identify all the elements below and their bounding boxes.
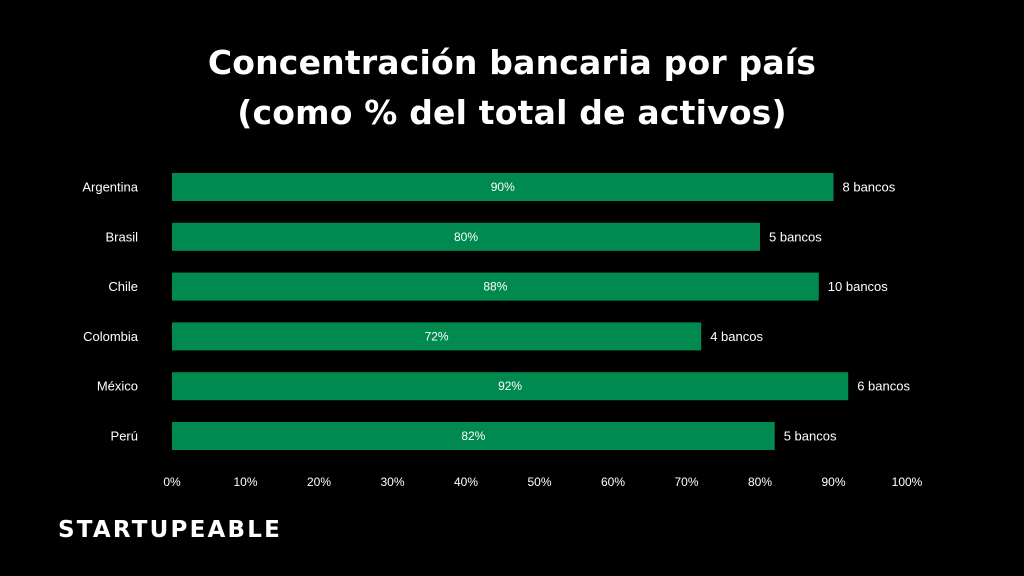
category-label: Colombia bbox=[83, 329, 139, 344]
value-label: 88% bbox=[483, 280, 507, 294]
x-tick-label: 70% bbox=[674, 475, 698, 489]
x-tick-label: 50% bbox=[527, 475, 551, 489]
chart-title-line-2: (como % del total de activos) bbox=[237, 93, 787, 132]
category-label: México bbox=[97, 379, 138, 394]
bar bbox=[172, 422, 775, 450]
x-tick-label: 10% bbox=[233, 475, 257, 489]
x-tick-label: 100% bbox=[892, 475, 923, 489]
annotation-label: 4 bancos bbox=[710, 329, 763, 344]
value-label: 90% bbox=[491, 180, 515, 194]
annotation-label: 6 bancos bbox=[857, 379, 910, 394]
x-tick-label: 40% bbox=[454, 475, 478, 489]
category-label: Brasil bbox=[105, 229, 138, 244]
x-tick-label: 90% bbox=[821, 475, 845, 489]
annotation-label: 5 bancos bbox=[769, 229, 822, 244]
category-label: Argentina bbox=[82, 180, 138, 195]
value-label: 92% bbox=[498, 379, 522, 393]
bar bbox=[172, 372, 849, 401]
bar bbox=[172, 222, 760, 251]
category-label: Chile bbox=[108, 279, 138, 294]
value-label: 82% bbox=[461, 429, 485, 443]
value-label: 80% bbox=[454, 230, 478, 244]
chart-title: Concentración bancaria por país (como % … bbox=[0, 38, 1024, 138]
x-tick-label: 20% bbox=[307, 475, 331, 489]
bar bbox=[172, 173, 834, 201]
annotation-label: 8 bancos bbox=[843, 180, 896, 195]
bar bbox=[172, 322, 702, 351]
chart-title-line-1: Concentración bancaria por país bbox=[207, 43, 817, 82]
x-tick-label: 30% bbox=[380, 475, 404, 489]
x-tick-label: 80% bbox=[748, 475, 772, 489]
x-tick-label: 0% bbox=[163, 475, 181, 489]
annotation-label: 10 bancos bbox=[828, 279, 888, 294]
annotation-label: 5 bancos bbox=[784, 429, 837, 444]
x-tick-label: 60% bbox=[601, 475, 625, 489]
bar bbox=[172, 272, 819, 301]
value-label: 72% bbox=[425, 329, 449, 343]
brand-logo: STARTUPEABLE bbox=[58, 517, 282, 543]
category-label: Perú bbox=[111, 429, 138, 444]
